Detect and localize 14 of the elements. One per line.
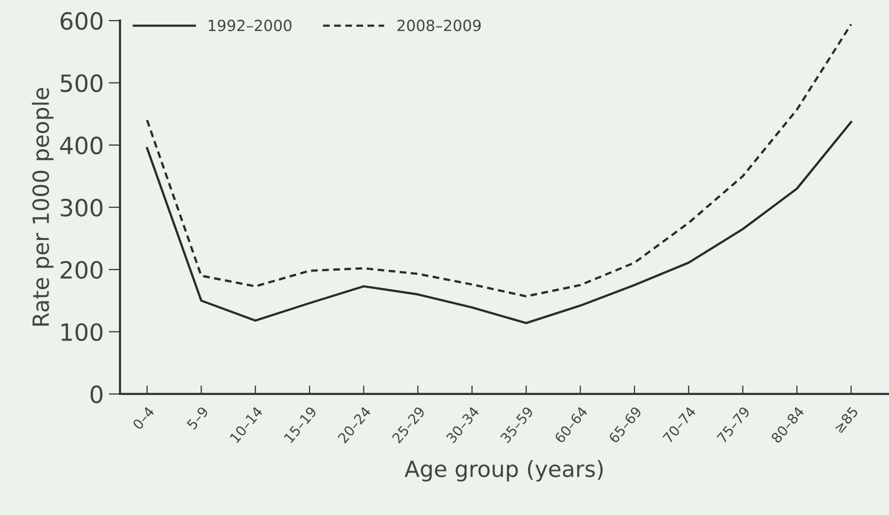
y-tick-label: 0 <box>90 385 102 404</box>
y-tick-label: 300 <box>60 198 102 217</box>
y-tick-label: 200 <box>60 260 102 279</box>
x-axis-title: Age group (years) <box>404 460 603 482</box>
legend-label: 1992–2000 <box>208 20 292 32</box>
y-tick-label: 100 <box>62 323 102 342</box>
legend-label: 2008–2009 <box>398 20 481 32</box>
y-tick-label: 400 <box>60 136 102 154</box>
y-tick-label: 500 <box>60 74 102 92</box>
x-tick-label: 5–9 <box>186 406 209 430</box>
x-tick-label: 0–4 <box>132 406 155 430</box>
line-series <box>146 120 852 324</box>
y-axis-title: Rate per 1000 people <box>32 88 54 326</box>
y-tick-label: 600 <box>60 12 102 30</box>
